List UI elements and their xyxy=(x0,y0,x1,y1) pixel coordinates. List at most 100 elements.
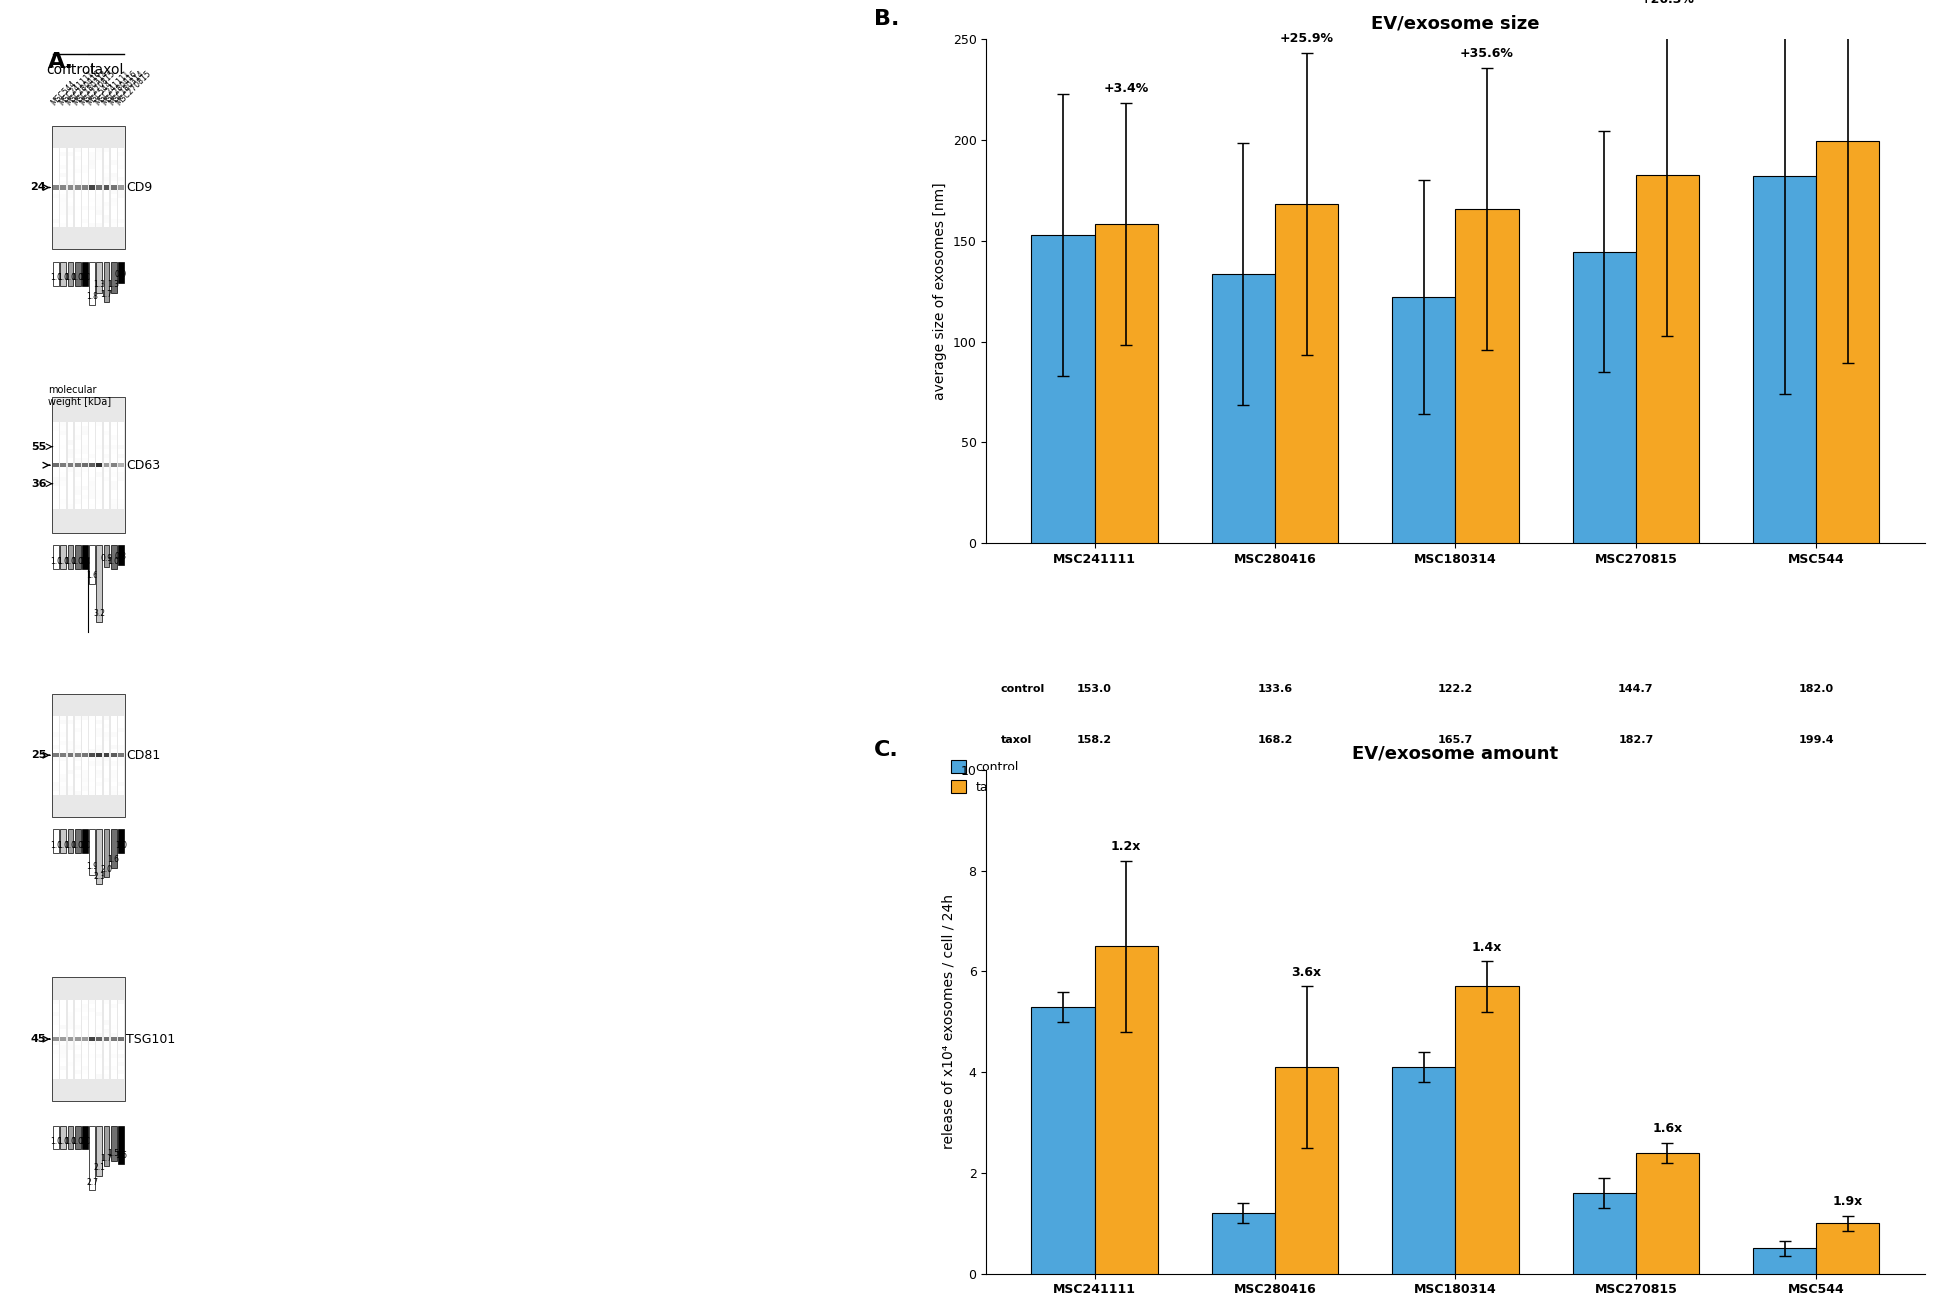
Bar xyxy=(111,1041,117,1045)
Bar xyxy=(89,152,95,156)
Bar xyxy=(111,152,117,156)
Bar xyxy=(119,481,124,486)
Bar xyxy=(103,1066,109,1070)
Bar xyxy=(103,729,109,733)
Bar xyxy=(119,999,124,1003)
Bar xyxy=(52,729,58,733)
Text: 1.0: 1.0 xyxy=(80,840,91,850)
Bar xyxy=(89,723,95,729)
Bar xyxy=(74,261,80,285)
Bar xyxy=(119,830,124,853)
Bar xyxy=(1753,176,1816,544)
Bar xyxy=(52,504,58,508)
Bar xyxy=(103,160,109,164)
Bar xyxy=(68,477,74,481)
Bar xyxy=(52,1028,58,1033)
Bar xyxy=(60,1016,66,1020)
Bar xyxy=(119,1062,124,1066)
Text: A.: A. xyxy=(49,51,74,72)
Bar xyxy=(68,769,74,773)
Bar xyxy=(119,779,124,783)
Bar xyxy=(89,1028,95,1033)
Bar xyxy=(68,495,74,499)
Bar xyxy=(52,758,58,762)
Bar xyxy=(82,1028,87,1033)
Bar xyxy=(89,194,95,198)
Text: 2.3: 2.3 xyxy=(93,872,105,881)
Bar xyxy=(89,454,95,458)
Bar xyxy=(111,206,117,210)
Text: 36: 36 xyxy=(31,479,47,488)
Bar xyxy=(60,223,66,227)
Bar xyxy=(82,427,87,431)
Bar xyxy=(82,1024,87,1028)
Bar xyxy=(97,156,103,160)
Bar xyxy=(89,786,95,790)
Bar xyxy=(89,173,95,177)
Bar xyxy=(119,545,124,565)
Bar xyxy=(68,737,74,741)
Text: 182.0: 182.0 xyxy=(1798,684,1833,695)
Bar xyxy=(103,495,109,499)
Bar xyxy=(119,786,124,790)
Text: CD9: CD9 xyxy=(126,181,152,194)
Bar xyxy=(52,779,58,783)
Bar xyxy=(60,741,66,744)
Text: 1.4x: 1.4x xyxy=(1472,940,1503,953)
Bar xyxy=(103,189,109,194)
Text: 1.0: 1.0 xyxy=(56,557,70,566)
Bar xyxy=(97,830,103,885)
Bar xyxy=(60,454,66,458)
Bar xyxy=(52,463,58,467)
Bar xyxy=(89,748,95,754)
Bar xyxy=(1456,986,1518,1274)
Bar xyxy=(74,720,80,723)
Bar xyxy=(97,440,103,445)
Bar xyxy=(111,427,117,431)
Bar xyxy=(74,762,80,765)
Bar xyxy=(119,1058,124,1062)
Bar xyxy=(97,445,103,449)
Bar xyxy=(89,189,95,194)
Bar xyxy=(119,1074,124,1078)
Bar xyxy=(74,769,80,773)
Bar xyxy=(119,486,124,490)
Bar xyxy=(1275,205,1337,544)
Bar xyxy=(68,1058,74,1062)
Bar xyxy=(82,454,87,458)
Bar xyxy=(74,445,80,449)
Bar xyxy=(89,202,95,206)
Text: 1.3: 1.3 xyxy=(93,280,105,289)
Bar xyxy=(89,754,95,758)
Bar xyxy=(52,733,58,737)
Bar xyxy=(1573,252,1635,544)
Bar xyxy=(119,463,124,467)
Bar xyxy=(74,744,80,748)
Bar xyxy=(111,261,117,293)
Bar xyxy=(52,1053,58,1058)
Bar xyxy=(111,458,117,463)
Bar xyxy=(68,545,74,570)
Bar xyxy=(97,164,103,169)
Bar xyxy=(97,1037,103,1041)
Bar xyxy=(119,431,124,436)
Bar xyxy=(52,156,58,160)
Text: MSC280416: MSC280416 xyxy=(101,68,138,108)
Bar xyxy=(82,1016,87,1020)
Bar xyxy=(68,156,74,160)
Bar xyxy=(82,748,87,754)
Bar xyxy=(119,758,124,762)
Bar xyxy=(82,737,87,741)
Bar xyxy=(68,177,74,181)
Bar xyxy=(68,210,74,214)
Bar xyxy=(68,148,74,152)
Bar xyxy=(89,458,95,463)
Bar xyxy=(74,198,80,202)
Bar xyxy=(74,737,80,741)
Bar xyxy=(97,737,103,741)
Bar xyxy=(82,999,87,1003)
Bar xyxy=(119,169,124,173)
Bar xyxy=(60,1012,66,1016)
Bar xyxy=(60,748,66,754)
Bar xyxy=(68,1008,74,1012)
